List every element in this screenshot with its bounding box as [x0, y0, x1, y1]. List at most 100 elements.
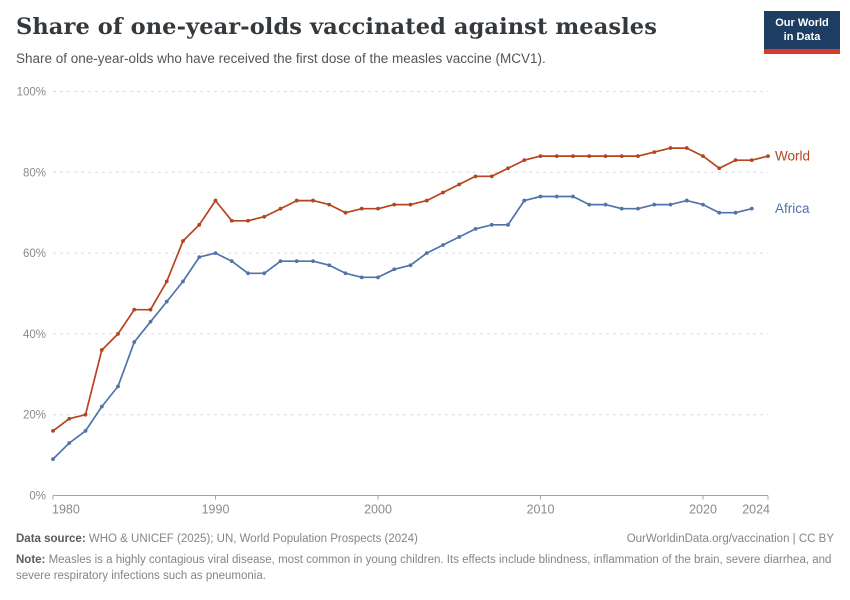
africa-data-point	[636, 206, 640, 211]
world-data-point	[359, 206, 364, 211]
world-data-point	[132, 307, 137, 312]
data-source-label: Data source:	[16, 533, 86, 545]
y-axis-tick-label: 40%	[23, 329, 46, 341]
world-data-point	[636, 154, 640, 159]
africa-data-point	[229, 259, 234, 264]
world-data-point	[343, 210, 348, 215]
africa-data-point	[424, 251, 429, 256]
line-chart[interactable]: 0% 20% 40% 60% 80% 100% 1980 1990 2000 2010 2020 20…	[0, 80, 850, 525]
world-data-point	[99, 348, 104, 352]
world-data-point	[668, 146, 673, 150]
data-source-row: Data source: WHO & UNICEF (2025); UN, Wo…	[16, 531, 834, 547]
africa-data-point	[116, 384, 120, 389]
africa-data-point	[262, 271, 267, 276]
world-data-point	[67, 416, 72, 421]
y-axis-tick-label: 60%	[23, 248, 46, 260]
world-data-point	[229, 218, 234, 223]
y-axis-tick-label: 80%	[23, 167, 46, 179]
world-data-point	[619, 154, 624, 159]
africa-data-point	[311, 259, 315, 264]
x-axis-tick-label: 2024	[742, 503, 770, 517]
africa-data-point	[684, 198, 689, 203]
africa-data-point	[376, 275, 380, 280]
world-data-point	[164, 279, 169, 284]
world-data-point	[294, 198, 299, 203]
data-source-text: WHO & UNICEF (2025); UN, World Populatio…	[85, 533, 418, 545]
africa-data-point	[441, 243, 445, 247]
x-axis-tick-label: 2020	[689, 503, 717, 517]
y-axis-tick-label: 100%	[17, 87, 46, 99]
world-data-point	[376, 206, 380, 211]
africa-data-point	[489, 222, 494, 227]
world-data-point	[554, 154, 559, 159]
data-source: Data source: WHO & UNICEF (2025); UN, Wo…	[16, 531, 418, 547]
africa-data-point	[522, 198, 527, 203]
vaccination-link[interactable]: OurWorldinData.org/vaccination | CC BY	[626, 533, 834, 545]
world-data-point	[522, 158, 527, 163]
africa-data-point	[652, 202, 657, 207]
world-data-point	[246, 218, 250, 223]
africa-data-point	[278, 259, 283, 264]
world-data-point	[181, 239, 185, 243]
world-data-point	[392, 202, 397, 207]
world-data-point	[327, 202, 332, 207]
world-data-point	[473, 174, 478, 179]
africa-data-point	[294, 259, 299, 264]
africa-data-point	[83, 428, 88, 433]
africa-data-point	[668, 202, 673, 207]
world-data-point	[51, 428, 55, 433]
world-data-point	[603, 154, 608, 159]
africa-data-point	[148, 319, 153, 324]
world-data-point	[262, 214, 267, 219]
africa-data-point	[246, 271, 250, 276]
x-axis-tick-label: 1980	[52, 503, 80, 517]
africa-data-point	[457, 235, 462, 239]
world-data-point	[213, 198, 218, 203]
world-data-point	[489, 174, 494, 179]
africa-data-point	[359, 275, 364, 280]
world-data-point	[441, 190, 445, 195]
world-data-point	[749, 158, 754, 163]
africa-data-point	[717, 210, 722, 215]
world-data-point	[457, 182, 462, 187]
world-series-label[interactable]: World	[775, 149, 810, 164]
africa-data-point	[343, 271, 348, 276]
world-line[interactable]	[52, 147, 769, 432]
africa-data-point	[327, 263, 332, 268]
africa-data-point	[701, 202, 705, 207]
africa-data-point	[538, 194, 543, 199]
chart-header: Share of one-year-olds vaccinated agains…	[16, 11, 840, 66]
world-data-point	[197, 222, 202, 227]
world-data-point	[652, 150, 657, 154]
world-data-point	[571, 154, 575, 159]
world-data-point	[538, 154, 543, 159]
owid-logo-line1: Our World	[775, 17, 829, 29]
africa-data-point	[619, 206, 624, 211]
africa-line[interactable]	[52, 195, 753, 460]
note-label: Note:	[16, 554, 46, 567]
africa-data-point	[408, 263, 413, 268]
world-data-point	[587, 154, 592, 159]
y-axis-tick-label: 0%	[29, 491, 46, 503]
owid-logo[interactable]: Our World in Data	[764, 11, 840, 54]
africa-data-point	[51, 457, 55, 462]
world-data-point	[424, 198, 429, 203]
x-axis-tick-label: 2010	[527, 503, 555, 517]
owid-logo-line2: in Data	[783, 30, 821, 43]
world-data-point	[506, 166, 510, 171]
x-axis-tick-label: 2000	[364, 503, 392, 517]
africa-series-label[interactable]: Africa	[775, 201, 810, 216]
africa-data-point	[99, 404, 104, 409]
africa-data-point	[181, 279, 185, 284]
world-data-point	[766, 154, 770, 159]
world-data-point	[83, 412, 88, 417]
world-data-point	[701, 154, 705, 159]
chart-subtitle: Share of one-year-olds who have received…	[16, 51, 546, 66]
world-data-point	[148, 307, 153, 312]
x-axis-tick-label: 1990	[202, 503, 230, 517]
world-data-point	[311, 198, 315, 203]
y-axis-tick-label: 20%	[23, 410, 46, 422]
africa-data-point	[749, 206, 754, 211]
africa-data-point	[603, 202, 608, 207]
world-data-point	[733, 158, 738, 163]
